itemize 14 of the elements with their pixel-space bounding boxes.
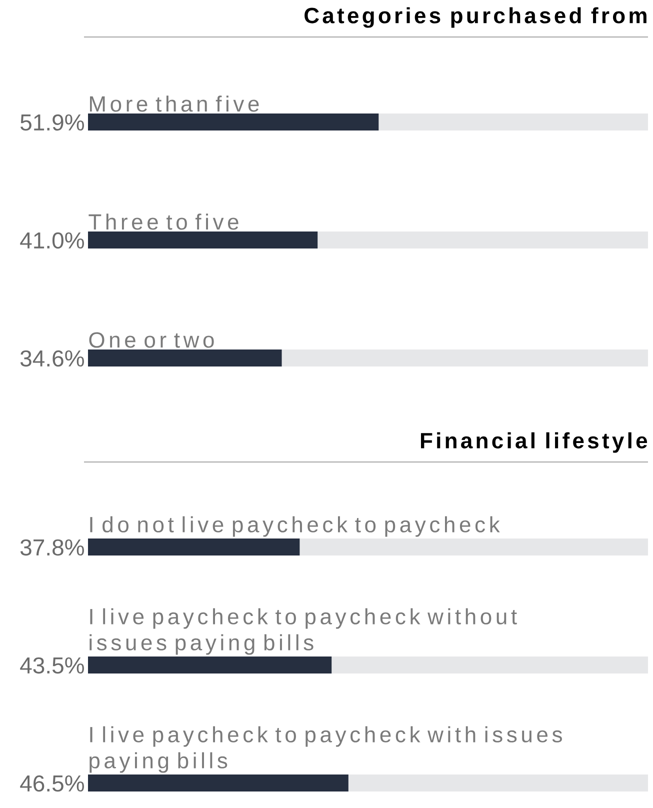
data-label: 37.8%: [20, 539, 84, 556]
data-label: 34.6%: [20, 350, 84, 367]
y-tick-label: One or two: [89, 332, 214, 348]
y-tick-label: More than five: [90, 96, 259, 112]
y-tick-label: I live paycheck to paycheck with issues paying bills: [90, 726, 562, 773]
data-label: 43.5%: [20, 657, 84, 674]
y-tick-label: Three to five: [88, 214, 238, 230]
chart-title: Categories purchased from: [304, 7, 646, 28]
data-label: 41.0%: [20, 232, 84, 249]
y-tick-label: I live paycheck to paycheck without issues paying bills: [90, 608, 517, 655]
data-label: 51.9%: [20, 114, 84, 131]
chart-title: Financial lifestyle: [420, 432, 648, 453]
data-label: 46.5%: [20, 775, 84, 792]
y-tick-label: I do not live paycheck to paycheck: [90, 516, 500, 537]
